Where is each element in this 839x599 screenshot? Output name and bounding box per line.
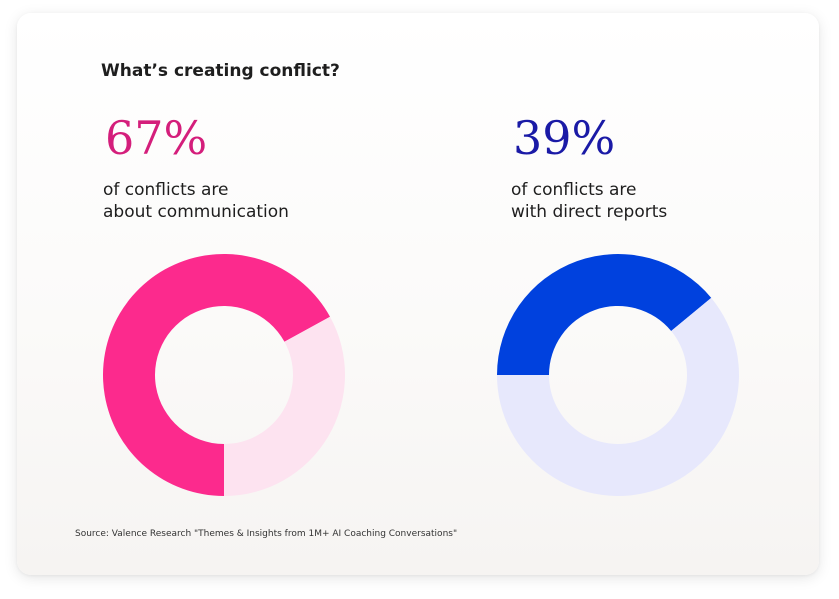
stat-direct-reports-line-2: with direct reports xyxy=(511,202,668,222)
donut-slice-remainder xyxy=(224,316,345,496)
donut-chart-communication xyxy=(102,253,345,496)
stat-communication-description: of conflicts are about communication xyxy=(103,179,289,223)
stat-communication-line-2: about communication xyxy=(103,202,289,222)
donut-slice-primary xyxy=(497,254,712,375)
chart-card: What’s creating conflict? 67% of conflic… xyxy=(17,13,819,575)
donut-chart-direct-reports xyxy=(497,254,739,497)
donut-slice-remainder xyxy=(497,297,739,497)
chart-title: What’s creating conflict? xyxy=(101,61,340,81)
donut-slice-primary xyxy=(102,253,331,496)
source-footnote: Source: Valence Research "Themes & Insig… xyxy=(75,529,458,539)
stat-direct-reports-line-1: of conflicts are xyxy=(511,180,637,200)
stat-communication-value: 67% xyxy=(105,111,208,165)
stat-direct-reports-description: of conflicts are with direct reports xyxy=(511,179,667,223)
stat-communication-line-1: of conflicts are xyxy=(103,180,229,200)
stat-direct-reports-value: 39% xyxy=(513,111,616,165)
